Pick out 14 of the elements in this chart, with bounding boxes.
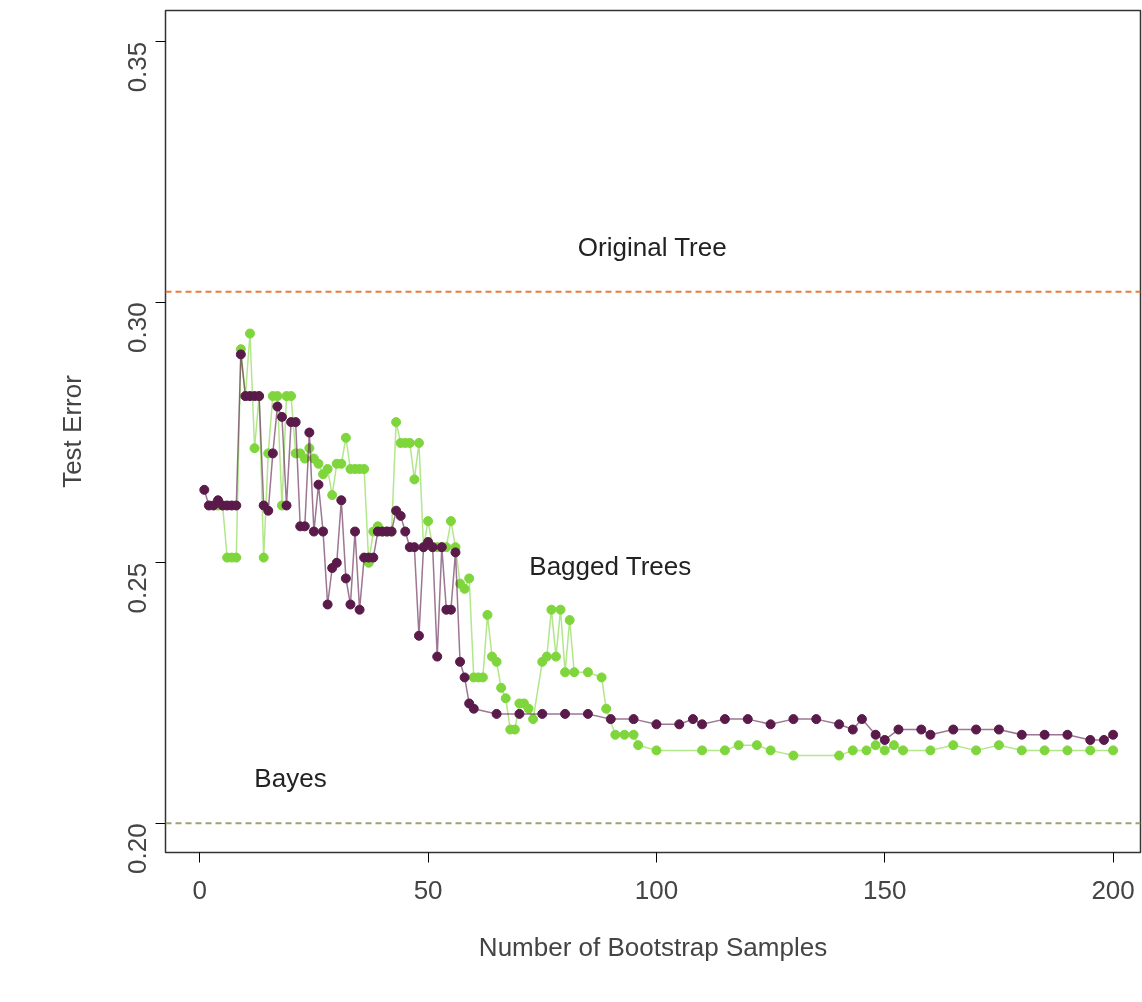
x-axis-title: Number of Bootstrap Samples [478,931,828,962]
ref-line-label: Original Tree [577,231,727,262]
x-tick-label: 200 [1091,874,1135,905]
x-tick-label: 100 [634,874,679,905]
x-tick-label: 150 [863,874,907,905]
annotation: Bagged Trees [529,550,692,581]
x-tick-label: 50 [413,874,443,905]
y-tick-label: 0.35 [122,41,153,93]
y-tick-label: 0.20 [122,823,153,874]
y-axis-title: Test Error [56,374,87,488]
x-tick-label: 0 [192,874,207,905]
y-tick-label: 0.25 [122,562,153,614]
y-tick-label: 0.30 [122,302,153,353]
ref-line-label: Bayes [254,763,327,794]
